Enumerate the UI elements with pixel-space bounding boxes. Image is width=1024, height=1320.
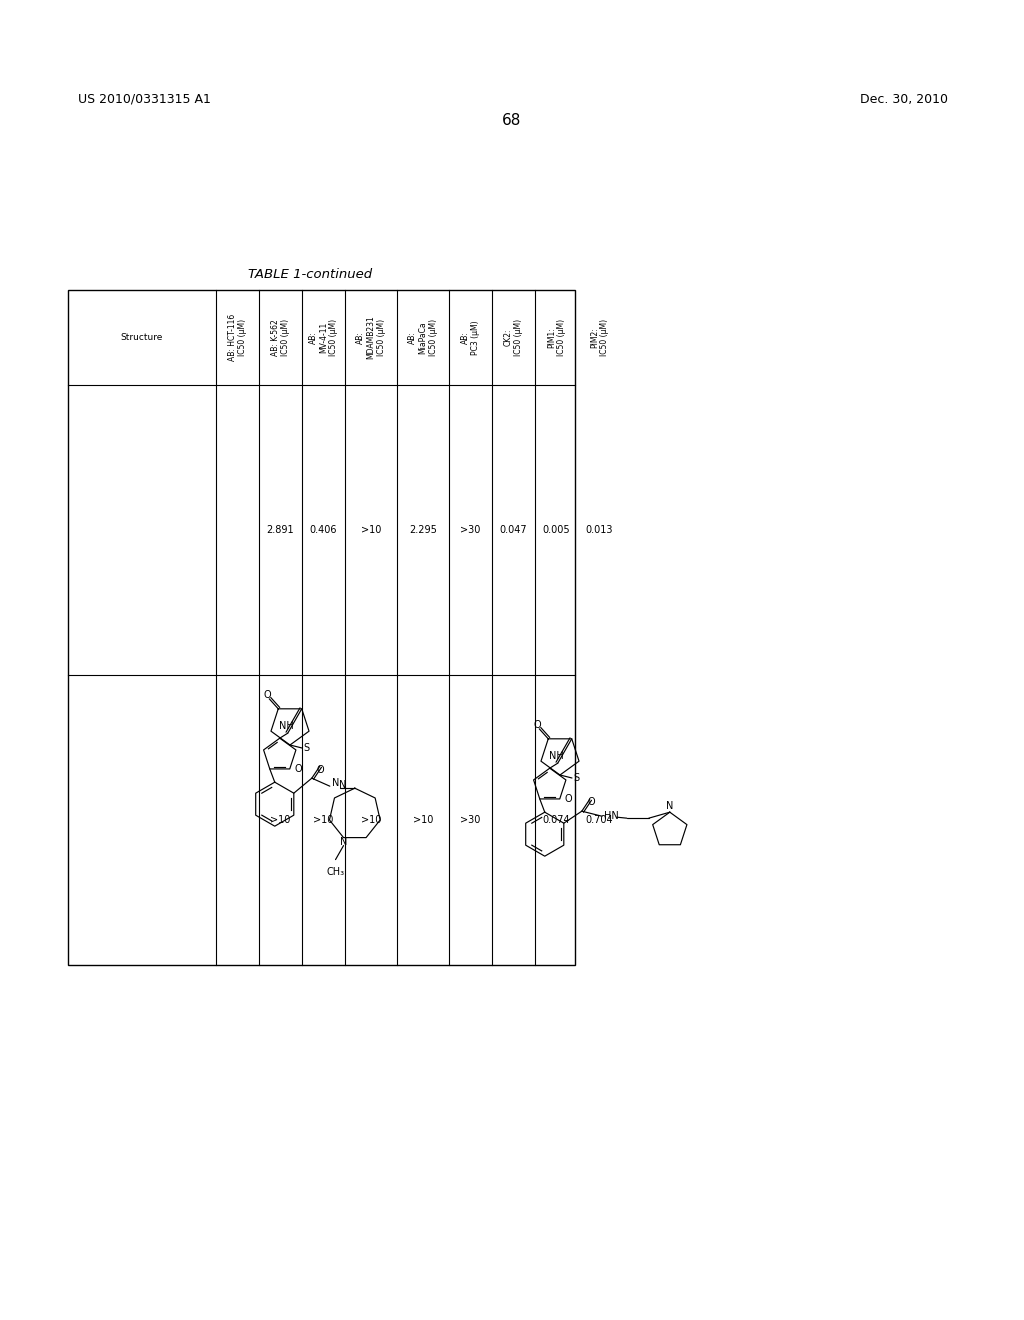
- Text: AB: HCT-116
IC50 (μM): AB: HCT-116 IC50 (μM): [227, 314, 247, 362]
- Text: TABLE 1-continued: TABLE 1-continued: [248, 268, 372, 281]
- Text: PIM2:
IC50 (μM): PIM2: IC50 (μM): [590, 319, 609, 356]
- Text: Dec. 30, 2010: Dec. 30, 2010: [860, 92, 948, 106]
- Text: 0.013: 0.013: [586, 525, 613, 535]
- Text: O: O: [263, 690, 271, 700]
- Text: >10: >10: [313, 814, 334, 825]
- Text: O: O: [316, 766, 325, 775]
- Text: >10: >10: [360, 525, 381, 535]
- Text: O: O: [588, 797, 595, 807]
- Text: 0.047: 0.047: [500, 525, 527, 535]
- Text: CK2:
IC50 (μM): CK2: IC50 (μM): [504, 319, 523, 356]
- Text: 2.295: 2.295: [409, 525, 437, 535]
- Text: 68: 68: [503, 114, 521, 128]
- Text: AB:
MDAMB231
IC50 (μM): AB: MDAMB231 IC50 (μM): [356, 315, 386, 359]
- Text: O: O: [295, 764, 302, 774]
- Text: CH₃: CH₃: [327, 867, 345, 876]
- Text: AB:
MV-4-11
IC50 (μM): AB: MV-4-11 IC50 (μM): [308, 319, 338, 356]
- Text: NH: NH: [549, 751, 564, 762]
- Text: 0.074: 0.074: [543, 814, 570, 825]
- Text: AB:
PC3 (μM): AB: PC3 (μM): [461, 321, 480, 355]
- Text: S: S: [303, 743, 309, 752]
- Text: >10: >10: [360, 814, 381, 825]
- Text: N: N: [667, 801, 674, 812]
- Text: O: O: [565, 793, 572, 804]
- Text: N: N: [339, 780, 347, 791]
- Text: >30: >30: [461, 525, 480, 535]
- Text: N: N: [332, 779, 339, 788]
- Text: 0.704: 0.704: [586, 814, 613, 825]
- Text: 2.891: 2.891: [266, 525, 294, 535]
- Bar: [68, 290, 575, 965]
- Text: >30: >30: [461, 814, 480, 825]
- Text: HN: HN: [604, 812, 618, 821]
- Text: AB: K-562
IC50 (μM): AB: K-562 IC50 (μM): [270, 319, 290, 356]
- Text: 0.406: 0.406: [309, 525, 337, 535]
- Text: AB:
MiaPaCa
IC50 (μM): AB: MiaPaCa IC50 (μM): [409, 319, 438, 356]
- Text: PIM1:
IC50 (μM): PIM1: IC50 (μM): [547, 319, 566, 356]
- Text: 0.005: 0.005: [543, 525, 570, 535]
- Text: S: S: [573, 774, 580, 783]
- Text: US 2010/0331315 A1: US 2010/0331315 A1: [78, 92, 211, 106]
- Text: Structure: Structure: [121, 333, 163, 342]
- Text: >10: >10: [413, 814, 433, 825]
- Text: >10: >10: [270, 814, 291, 825]
- Text: N: N: [340, 837, 347, 846]
- Text: O: O: [534, 719, 541, 730]
- Text: NH: NH: [279, 721, 294, 731]
